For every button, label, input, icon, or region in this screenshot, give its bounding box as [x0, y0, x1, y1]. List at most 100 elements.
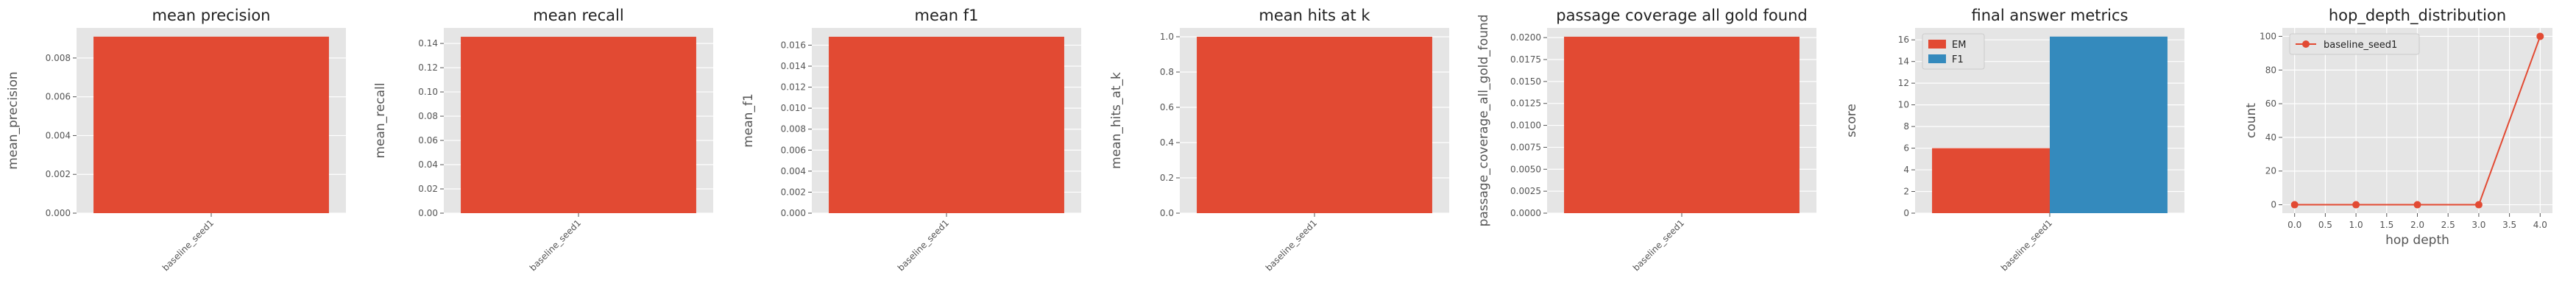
y-tick-label: 0.08: [418, 111, 438, 121]
chart-title: final answer metrics: [1971, 7, 2128, 24]
legend-box: [2289, 33, 2420, 55]
y-tick-label: 14: [1898, 57, 1909, 67]
y-tick-label: 1.0: [1160, 32, 1174, 42]
chart-panel-3: 0.000 0.002 0.004 0.006 0.008 0.010 0.012 0.014…: [741, 7, 1081, 273]
y-tick-label: 0.002: [46, 169, 71, 179]
y-tick-label: 0.0200: [1510, 32, 1541, 43]
x-tick-label: 0.5: [2318, 220, 2332, 230]
y-tick-label: 16: [1898, 35, 1909, 45]
y-tick-label: 0.6: [1160, 102, 1174, 112]
data-point: [2536, 32, 2544, 40]
y-axis-label: count: [2244, 103, 2259, 138]
y-tick-label: 100: [2260, 31, 2276, 41]
y-tick-label: 2: [1903, 187, 1909, 197]
chart-title: mean precision: [152, 7, 271, 24]
y-tick-label: 0.0175: [1510, 54, 1541, 65]
chart-panel-4: 0.0 0.2 0.4 0.6 0.8 1.0 mean hits at k mean_hit…: [1109, 7, 1449, 273]
x-tick-label: baseline_seed1: [1264, 218, 1319, 273]
bar: [1564, 36, 1800, 213]
chart-panel-1: 0.000 0.002 0.004 0.006 0.008 mean precision m…: [6, 7, 346, 273]
y-tick-label: 0.016: [781, 40, 806, 50]
data-point: [2474, 201, 2483, 209]
chart-title: mean recall: [533, 7, 623, 24]
bar: [829, 37, 1064, 213]
bar-f1: [2050, 36, 2168, 213]
y-axis-label: score: [1844, 104, 1859, 137]
y-tick-label: 0.06: [418, 135, 438, 146]
data-point: [2290, 201, 2299, 209]
x-tick-label: baseline_seed1: [896, 218, 951, 273]
y-tick-label: 60: [2265, 98, 2276, 109]
y-tick-label: 0.008: [46, 53, 71, 63]
x-tick-label: 2.5: [2441, 220, 2455, 230]
x-tick-label: baseline_seed1: [528, 218, 583, 273]
y-tick-label: 4: [1903, 165, 1909, 175]
y-axis-label: mean_precision: [6, 71, 21, 169]
x-tick-label: 1.5: [2379, 220, 2393, 230]
y-tick-label: 0.0150: [1510, 76, 1541, 87]
y-tick-label: 8: [1903, 121, 1909, 132]
y-axis-label: mean_hits_at_k: [1109, 72, 1124, 169]
x-tick-label: 3.5: [2502, 220, 2516, 230]
y-tick-label: 0.0000: [1510, 208, 1541, 218]
x-tick-label: 4.0: [2533, 220, 2547, 230]
y-tick-label: 0.02: [418, 184, 438, 194]
y-tick-label: 0.000: [46, 208, 71, 218]
chart-panel-2: 0.00 0.02 0.04 0.06 0.08 0.10 0.12 0.14 mean rec…: [373, 7, 713, 273]
chart-panel-6: 0 2 4 6 8 10 12 14 16 final answer metrics score ba…: [1844, 7, 2184, 273]
y-tick-label: 0.04: [418, 159, 438, 170]
y-tick-label: 0.0050: [1510, 164, 1541, 174]
y-tick-label: 0.12: [418, 62, 438, 73]
x-tick-label: 2.0: [2410, 220, 2424, 230]
data-point: [2413, 201, 2421, 209]
y-tick-label: 0.014: [781, 61, 806, 71]
y-tick-label: 80: [2265, 65, 2276, 75]
chart-title: hop_depth_distribution: [2329, 7, 2506, 25]
y-axis-label: passage_coverage_all_gold_found: [1476, 15, 1491, 227]
x-tick-label: baseline_seed1: [1631, 218, 1686, 273]
y-tick-label: 40: [2265, 132, 2276, 143]
bar-em: [1932, 148, 2050, 213]
y-tick-label: 0.012: [781, 82, 806, 93]
legend-swatch-em: [1928, 40, 1946, 49]
y-tick-label: 0.14: [418, 38, 438, 49]
x-tick-label: baseline_seed1: [160, 218, 216, 273]
y-tick-label: 0: [1903, 208, 1909, 218]
y-tick-label: 0.008: [781, 124, 806, 135]
x-tick-label: 3.0: [2471, 220, 2485, 230]
y-tick-label: 20: [2265, 166, 2276, 176]
x-tick-label: baseline_seed1: [1999, 218, 2054, 273]
y-tick-label: 0.8: [1160, 67, 1174, 77]
y-tick-label: 0.006: [46, 92, 71, 102]
y-tick-label: 0.004: [781, 166, 806, 176]
y-tick-label: 6: [1903, 143, 1909, 154]
y-tick-label: 0.0100: [1510, 121, 1541, 131]
y-axis-label: mean_f1: [741, 93, 756, 148]
y-tick-label: 0.10: [418, 87, 438, 97]
chart-panel-5: 0.0000 0.0025 0.0050 0.0075 0.0100 0.0125 0.01…: [1476, 7, 1816, 273]
x-tick-label: 1.0: [2349, 220, 2363, 230]
legend-label: EM: [1952, 40, 1966, 51]
y-tick-label: 0.0125: [1510, 98, 1541, 109]
x-axis-label: hop depth: [2385, 233, 2449, 248]
chart-title: mean f1: [915, 7, 979, 24]
y-tick-label: 0: [2271, 200, 2276, 210]
legend-label: F1: [1952, 54, 1964, 65]
x-tick-label: 0.0: [2287, 220, 2301, 230]
y-tick-label: 0.4: [1160, 137, 1174, 148]
y-tick-label: 12: [1898, 78, 1909, 88]
bar: [461, 37, 696, 213]
legend-marker: [2302, 40, 2310, 48]
y-axis-label: mean_recall: [373, 83, 388, 159]
data-point: [2352, 201, 2360, 209]
chart-title: mean hits at k: [1259, 7, 1370, 24]
chart-title: passage coverage all gold found: [1556, 7, 1807, 24]
bar: [1197, 37, 1432, 213]
y-tick-label: 0.0025: [1510, 186, 1541, 196]
y-tick-label: 0.2: [1160, 173, 1174, 183]
bar: [93, 36, 329, 213]
y-tick-label: 0.010: [781, 103, 806, 113]
